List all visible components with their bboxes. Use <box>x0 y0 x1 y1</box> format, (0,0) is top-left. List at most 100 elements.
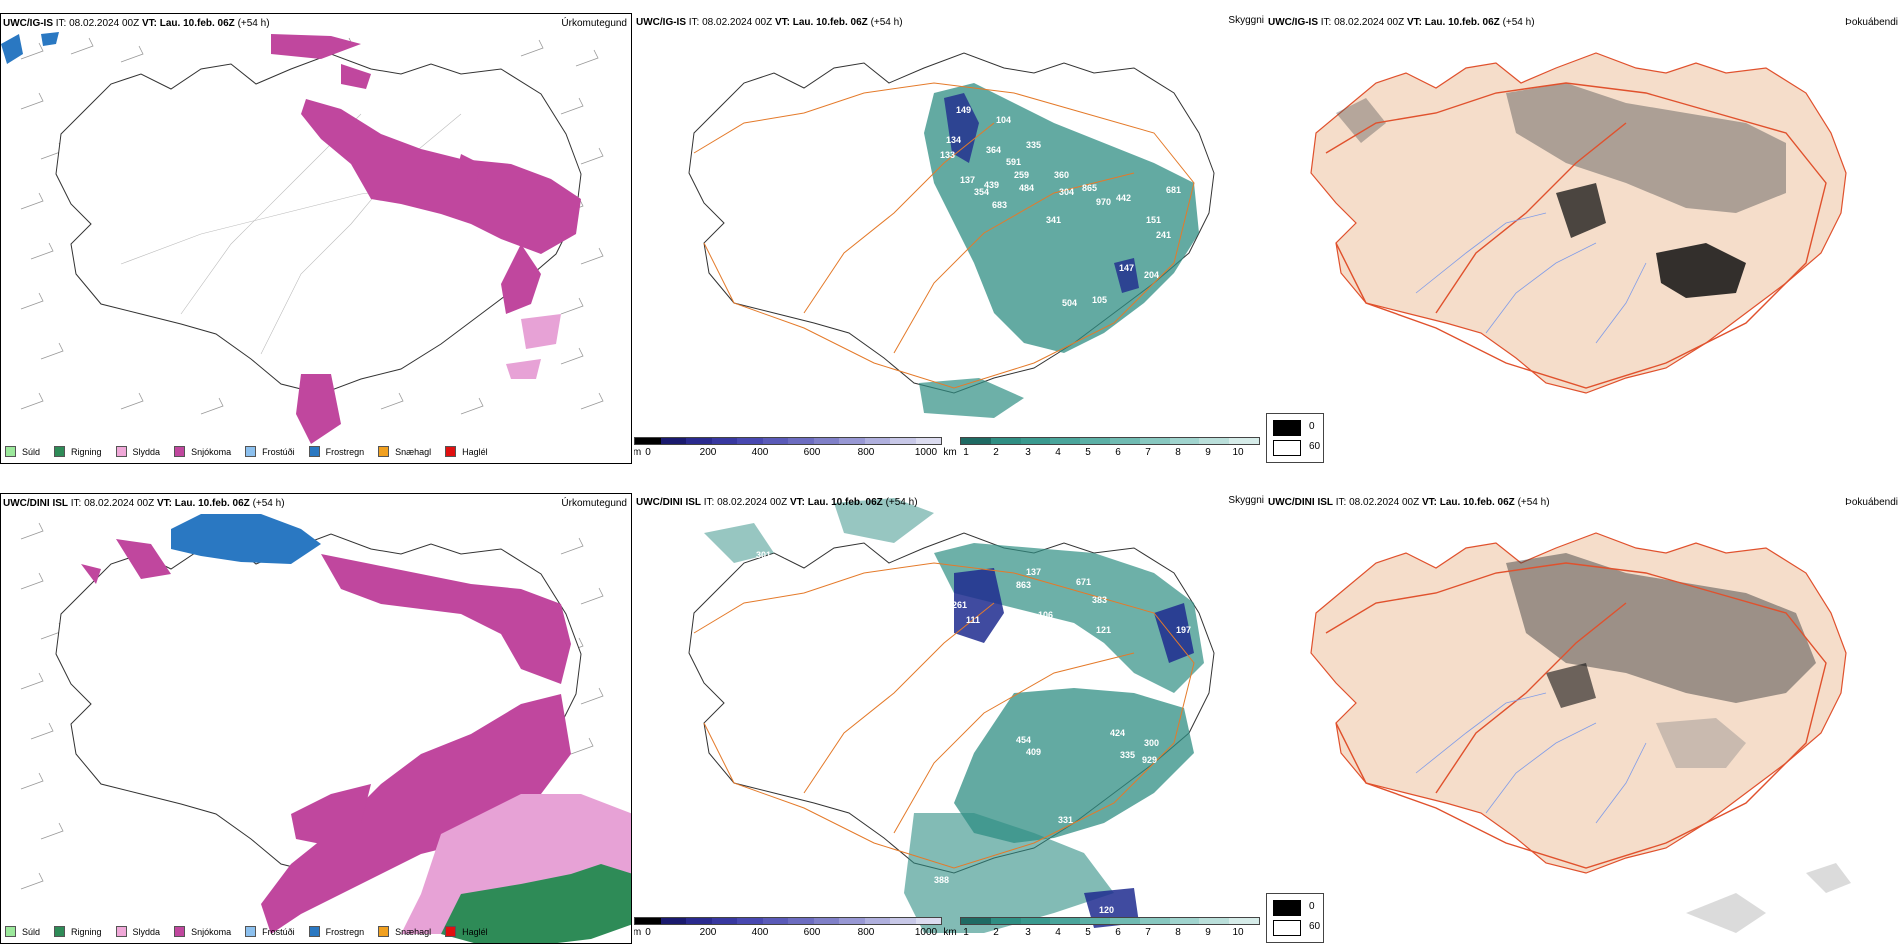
vis-value: 300 <box>1144 738 1159 748</box>
vis-title-top: Skyggni <box>1228 15 1264 26</box>
fog-panel-top: UWC/IG-IS IT: 08.02.2024 00Z VT: Lau. 10… <box>1266 13 1900 464</box>
vis-value: 929 <box>1142 755 1157 765</box>
legend-item: Slydda <box>115 926 160 937</box>
freezing-rain-top <box>1 32 59 64</box>
legend-swatch <box>54 926 66 937</box>
legend-item: Frostúði <box>245 446 295 457</box>
legend-item: Snæhagl <box>378 446 431 457</box>
fog-grey-top <box>1506 83 1786 213</box>
model-name: UWC/IG-IS <box>3 18 53 29</box>
snow-region-top-north <box>271 34 361 59</box>
fog-offshore-bottom <box>1686 863 1851 933</box>
legend-item: Rigning <box>54 926 102 937</box>
vis-value: 671 <box>1076 577 1091 587</box>
fog-dark-top-1 <box>1556 183 1606 238</box>
vis-value: 204 <box>1144 270 1159 280</box>
vis-value: 504 <box>1062 298 1077 308</box>
precip-title-top: Úrkomutegund <box>561 18 627 29</box>
fog-dark-top-2 <box>1656 243 1746 298</box>
vis-value: 106 <box>1038 610 1053 620</box>
vis-value: 360 <box>1054 170 1069 180</box>
low-visibility-region-bottom-n <box>934 543 1204 693</box>
precip-panel-bottom: UWC/DINI ISL IT: 08.02.2024 00Z VT: Lau.… <box>0 493 632 944</box>
precip-title-bottom: Úrkomutegund <box>561 498 627 509</box>
very-low-visibility-bottom <box>954 568 1194 928</box>
vis-value: 133 <box>940 150 955 160</box>
roads-fog-top <box>1325 82 1827 389</box>
fog-map-bottom <box>1310 532 1851 933</box>
vis-value: 189 <box>1006 615 1021 625</box>
precip-header-top: UWC/IG-IS IT: 08.02.2024 00Z VT: Lau. 10… <box>3 18 270 29</box>
vis-scale-ticks-bottom: m 0 200 400 600 800 1000 km 1 2 3 4 5 6 … <box>634 927 1244 938</box>
vis-labels-top: 149 104 134 364 335 591 259 360 439 484 … <box>940 105 1181 308</box>
legend-item: Snjókoma <box>174 446 231 457</box>
legend-swatch <box>115 926 127 937</box>
vis-header-bottom: UWC/DINI ISL IT: 08.02.2024 00Z VT: Lau.… <box>636 497 918 508</box>
vis-value: 354 <box>974 187 989 197</box>
snow-region-bottom-nw <box>81 539 171 584</box>
roads-vis-top <box>693 82 1195 389</box>
vis-value: 454 <box>1016 735 1031 745</box>
freezing-rain-bottom <box>171 514 321 564</box>
legend-item: Súld <box>5 446 40 457</box>
vis-value: 591 <box>1006 157 1021 167</box>
vis-value: 120 <box>1099 905 1114 915</box>
vis-value: 137 <box>960 175 975 185</box>
vis-value: 683 <box>992 200 1007 210</box>
legend-item: Snæhagl <box>378 926 431 937</box>
legend-swatch <box>378 446 390 457</box>
vis-value: 341 <box>1046 215 1061 225</box>
legend-item: Súld <box>5 926 40 937</box>
legend-item: Slydda <box>115 446 160 457</box>
fog-panel-bottom: UWC/DINI ISL IT: 08.02.2024 00Z VT: Lau.… <box>1266 493 1900 944</box>
snow-region-top-nw <box>341 64 481 184</box>
vis-scale-bar-m-top <box>634 437 942 445</box>
legend-item: Rigning <box>54 446 102 457</box>
visibility-map-top: 149 104 134 364 335 591 259 360 439 484 … <box>688 52 1215 418</box>
legend-swatch <box>174 926 186 937</box>
precip-header-bottom: UWC/DINI ISL IT: 08.02.2024 00Z VT: Lau.… <box>3 498 285 509</box>
vis-value: 335 <box>1120 750 1135 760</box>
snow-region-bottom-west <box>291 784 371 844</box>
vis-scale-ticks-top: m 0 200 400 600 800 1000 km 1 2 3 4 5 6 … <box>634 447 1244 458</box>
visibility-panel-bottom: 301 158 137 863 671 383 261 111 189 106 … <box>634 493 1266 944</box>
vis-value: 863 <box>1016 580 1031 590</box>
vis-scale-bar-m-bottom <box>634 917 942 925</box>
vis-value: 259 <box>1014 170 1029 180</box>
precip-map-bottom <box>20 514 631 943</box>
visibility-panel-top: 149 104 134 364 335 591 259 360 439 484 … <box>634 13 1266 464</box>
vis-value: 484 <box>1019 183 1034 193</box>
precip-panel-top: UWC/IG-IS IT: 08.02.2024 00Z VT: Lau. 10… <box>0 13 632 464</box>
vis-header-top: UWC/IG-IS IT: 08.02.2024 00Z VT: Lau. 10… <box>636 17 903 28</box>
fog-grey-top-west <box>1336 98 1386 143</box>
visibility-map-bottom: 301 158 137 863 671 383 261 111 189 106 … <box>688 498 1215 933</box>
legend-swatch <box>308 446 320 457</box>
vis-scale-bar-km-top <box>960 437 1260 445</box>
vis-value: 681 <box>1166 185 1181 195</box>
vis-value: 970 <box>1096 197 1111 207</box>
vis-value: 111 <box>966 615 980 625</box>
legend-item: Frostregn <box>308 446 364 457</box>
vis-value: 335 <box>1026 140 1041 150</box>
vis-value: 301 <box>756 550 771 560</box>
vis-value: 383 <box>1092 595 1107 605</box>
legend-swatch <box>245 446 257 457</box>
legend-item: Frostúði <box>245 926 295 937</box>
legend-swatch <box>245 926 257 937</box>
low-visibility-south-top <box>919 378 1024 418</box>
rivers-fog-top <box>1415 212 1647 344</box>
vis-value: 121 <box>1096 625 1111 635</box>
vis-value: 261 <box>952 600 967 610</box>
vis-value: 331 <box>1058 815 1073 825</box>
legend-item: Frostregn <box>308 926 364 937</box>
vis-value: 364 <box>986 145 1001 155</box>
snow-region-top-east <box>501 244 541 314</box>
vis-value: 105 <box>1092 295 1107 305</box>
vis-value: 134 <box>946 135 961 145</box>
fog-scale-bottom: 0 60 <box>1266 893 1324 943</box>
vis-value: 137 <box>1026 567 1041 577</box>
precip-map-top <box>1 32 604 444</box>
vis-value: 132 <box>976 660 991 670</box>
vis-value: 409 <box>1026 747 1041 757</box>
vis-value: 147 <box>1119 263 1134 273</box>
